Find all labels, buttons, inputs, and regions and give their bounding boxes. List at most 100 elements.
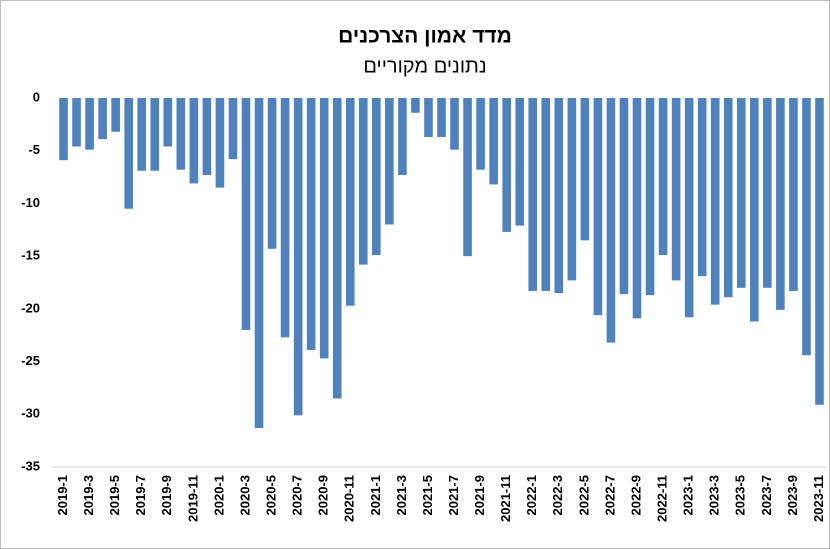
bar	[541, 98, 551, 291]
bar	[815, 98, 824, 405]
bar	[280, 98, 290, 338]
bar	[515, 98, 525, 226]
bar	[554, 98, 564, 294]
bar	[228, 98, 238, 160]
bar	[59, 98, 68, 161]
bar	[150, 98, 160, 171]
x-tick-label: 2019-3	[81, 475, 96, 515]
x-tick-label: 2020-11	[342, 475, 357, 522]
bar	[332, 98, 342, 399]
y-tick-label: -15	[21, 248, 40, 263]
bar	[358, 98, 368, 265]
x-tick-label: 2019-7	[133, 475, 148, 515]
bar	[671, 98, 681, 281]
x-tick-label: 2021-3	[394, 475, 409, 515]
y-tick-label: -30	[21, 406, 40, 421]
bar	[776, 98, 785, 310]
y-tick-label: 0	[33, 89, 40, 104]
bar	[345, 98, 355, 306]
chart-subtitle: נתונים מקוריים	[363, 55, 486, 77]
bar	[593, 98, 603, 316]
bar	[723, 98, 733, 298]
x-tick-label: 2020-5	[263, 475, 278, 515]
x-tick-label: 2023-5	[733, 475, 748, 515]
bar	[645, 98, 655, 296]
x-tick-label: 2023-1	[681, 475, 696, 515]
bar	[319, 98, 329, 359]
x-tick-label: 2021-9	[472, 475, 487, 515]
x-tick-label: 2022-5	[576, 475, 591, 515]
bar	[137, 98, 147, 171]
x-tick-label: 2022-11	[655, 475, 670, 522]
x-tick-label: 2021-1	[368, 475, 383, 515]
bar	[802, 98, 811, 356]
bar	[632, 98, 642, 319]
bar	[385, 98, 394, 225]
bar	[606, 98, 616, 343]
bar	[306, 98, 316, 350]
x-tick-label: 2019-1	[55, 475, 70, 515]
bar	[789, 98, 798, 291]
x-tick-label: 2020-1	[211, 475, 226, 515]
bar	[476, 98, 485, 170]
bar	[372, 98, 381, 256]
bar	[111, 98, 120, 132]
bar	[215, 98, 225, 188]
bar	[202, 98, 212, 175]
bar	[489, 98, 498, 185]
bar	[697, 98, 707, 277]
bar	[254, 98, 264, 428]
y-tick-label: -35	[21, 458, 40, 473]
x-tick-label: 2019-5	[107, 475, 122, 515]
bar	[124, 98, 133, 209]
bar	[502, 98, 511, 232]
bar	[528, 98, 538, 291]
bar	[176, 98, 186, 170]
x-tick-label: 2020-7	[290, 475, 305, 515]
bar	[424, 98, 433, 138]
y-tick-label: -20	[21, 300, 40, 315]
bar	[450, 98, 459, 150]
y-tick-label: -25	[21, 353, 40, 368]
bar	[98, 98, 107, 140]
x-tick-label: 2023-11	[811, 475, 826, 522]
bar	[736, 98, 746, 288]
bar	[580, 98, 590, 241]
x-tick-label: 2022-1	[524, 475, 539, 515]
bar	[567, 98, 577, 281]
x-tick-label: 2021-5	[420, 475, 435, 515]
y-tick-label: -10	[21, 195, 40, 210]
x-tick-label: 2022-3	[550, 475, 565, 515]
bar	[684, 98, 694, 318]
bar	[463, 98, 472, 257]
bar	[293, 98, 303, 416]
bar	[163, 98, 173, 147]
bar	[72, 98, 81, 147]
bar	[437, 98, 446, 138]
bar	[763, 98, 772, 288]
bar	[398, 98, 407, 175]
bar	[85, 98, 94, 150]
x-tick-label: 2023-9	[785, 475, 800, 515]
x-tick-label: 2023-7	[759, 475, 774, 515]
x-tick-label: 2020-3	[237, 475, 252, 515]
bar	[619, 98, 629, 295]
x-tick-label: 2023-3	[707, 475, 722, 515]
bar	[710, 98, 720, 305]
x-tick-label: 2019-9	[159, 475, 174, 515]
y-tick-label: -5	[28, 142, 40, 157]
bar	[658, 98, 668, 256]
bar	[750, 98, 759, 322]
x-tick-label: 2020-9	[316, 475, 331, 515]
bar	[411, 98, 420, 113]
x-tick-label: 2021-11	[498, 475, 513, 522]
chart-title: מדד אמון הצרכנים	[338, 25, 512, 48]
x-tick-label: 2022-7	[602, 475, 617, 515]
x-tick-label: 2019-11	[185, 475, 200, 522]
x-tick-label: 2022-9	[628, 475, 643, 515]
x-tick-label: 2021-7	[446, 475, 461, 515]
bar	[267, 98, 277, 249]
bar	[241, 98, 251, 330]
bar	[189, 98, 199, 184]
